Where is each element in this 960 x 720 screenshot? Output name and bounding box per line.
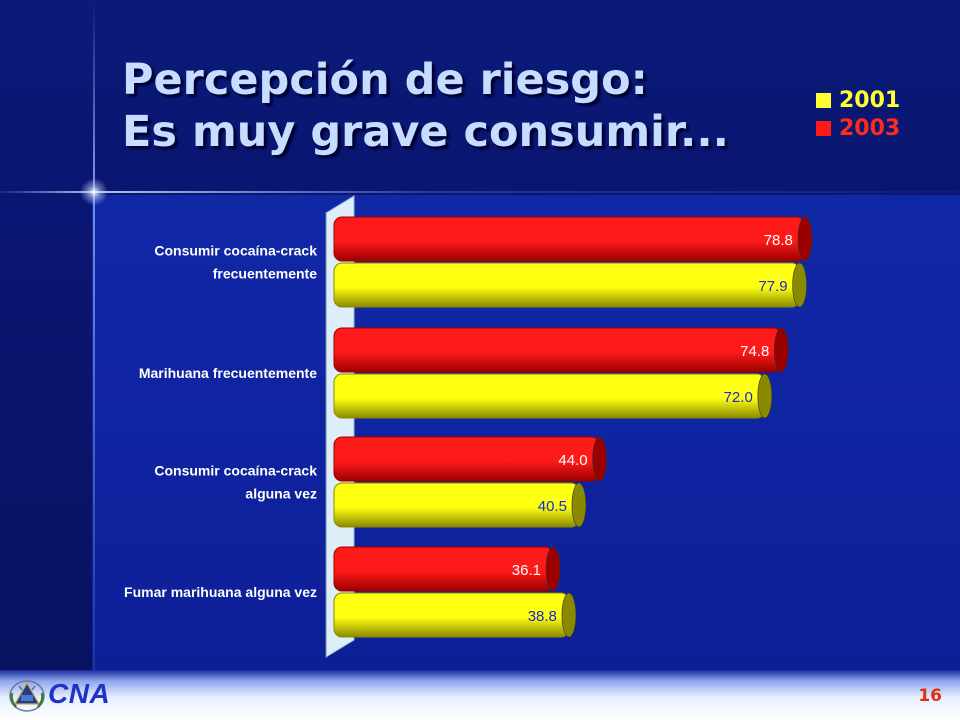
category-label-1-0: Marihuana frecuentemente (139, 365, 317, 381)
data-label-2001-1: 72.0 (724, 389, 753, 406)
legend-swatch-2001 (816, 92, 831, 108)
category-label-2-1: alguna vez (245, 486, 317, 502)
data-label-2001-0: 77.9 (758, 278, 787, 295)
bar-cap-2003-3 (545, 546, 561, 592)
legend-label-2001: 2001 (839, 87, 901, 113)
bar-cap-2003-1 (774, 327, 789, 373)
data-label-2001-2: 40.5 (538, 498, 567, 515)
category-label-2-0: Consumir cocaína-crack (154, 463, 317, 479)
category-label-0-0: Consumir cocaína-crack (154, 243, 317, 259)
bar-cap-2001-2 (571, 482, 587, 528)
bar-cap-2003-2 (592, 436, 607, 482)
data-label-2003-1: 74.8 (740, 343, 769, 360)
data-label-2003-2: 44.0 (558, 452, 587, 469)
bar-cap-2001-1 (757, 373, 773, 419)
chart-legend: 2001 2003 (816, 86, 900, 142)
legend-item-2003: 2003 (816, 114, 900, 142)
data-label-2003-3: 36.1 (512, 562, 541, 579)
header-band (0, 0, 960, 195)
slide-title: Percepción de riesgo: Es muy grave consu… (122, 54, 729, 158)
bar-2001-0 (333, 262, 801, 308)
bar-cap-2003-0 (797, 216, 813, 262)
legend-swatch-2003 (816, 120, 831, 136)
slide-title-line-2: Es muy grave consumir... (122, 107, 729, 157)
coat-of-arms-icon (9, 680, 45, 712)
footer-bar: CNA 16 (0, 670, 960, 720)
category-label-0-1: frecuentemente (213, 266, 317, 282)
bar-2003-0 (333, 216, 806, 262)
page-number: 16 (918, 686, 942, 706)
category-label-3-0: Fumar marihuana alguna vez (124, 584, 317, 600)
slide-title-line-1: Percepción de riesgo: (122, 55, 648, 105)
data-label-2001-3: 38.8 (528, 608, 557, 625)
bar-cap-2001-3 (561, 592, 577, 638)
bar-2003-1 (333, 327, 782, 373)
legend-item-2001: 2001 (816, 86, 900, 114)
left-panel (0, 195, 92, 670)
decorative-horizontal-line (0, 191, 960, 193)
legend-label-2003: 2003 (839, 115, 901, 141)
bar-cap-2001-0 (792, 262, 807, 308)
sparkle-icon (80, 178, 108, 206)
bar-2001-1 (333, 373, 766, 419)
decorative-vertical-line (93, 0, 95, 670)
org-name: CNA (48, 678, 111, 709)
data-label-2003-0: 78.8 (764, 232, 793, 249)
